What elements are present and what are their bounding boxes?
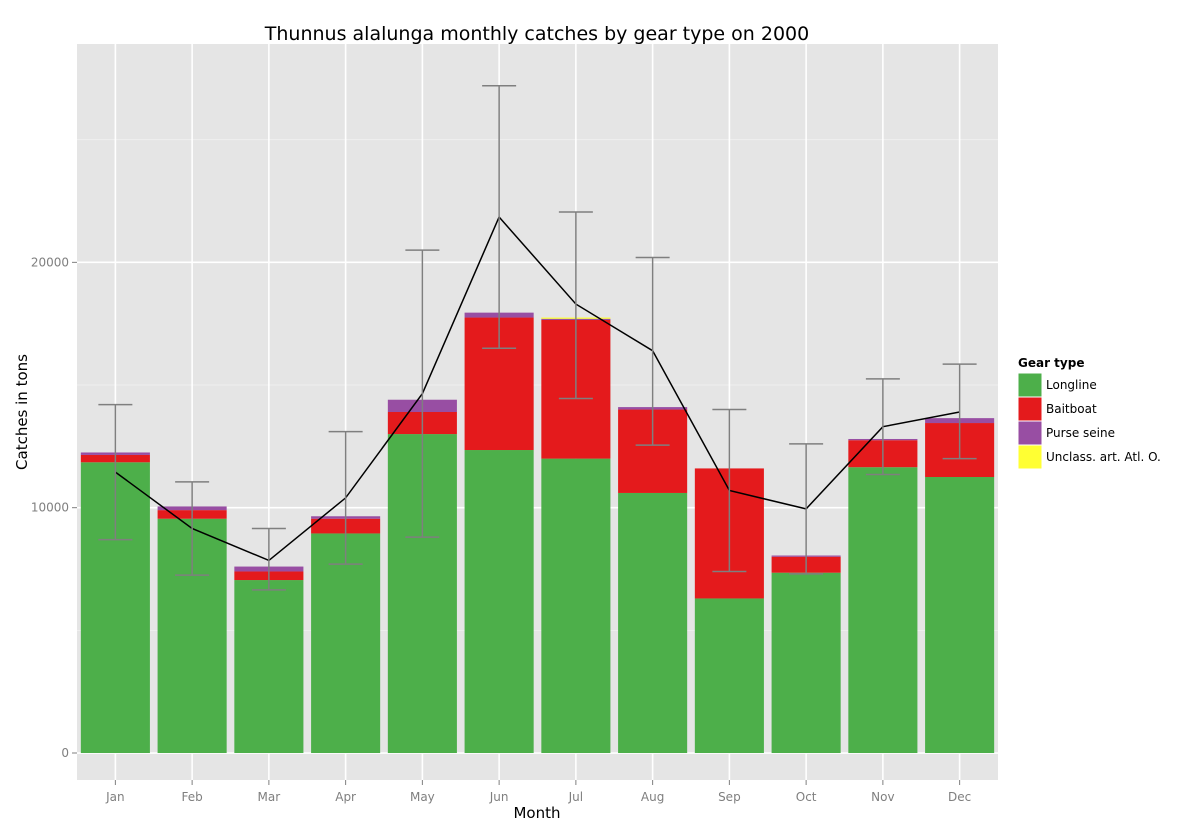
- error-bar-feb: [175, 481, 210, 576]
- bar-mar-longline: [234, 580, 304, 754]
- legend-label: Purse seine: [1046, 426, 1115, 440]
- bars: [80, 312, 995, 754]
- x-tick-label: Dec: [948, 790, 971, 804]
- bar-oct-longline: [771, 572, 841, 754]
- bar-jun-longline: [464, 450, 534, 754]
- x-tick-label: Feb: [182, 790, 203, 804]
- legend-label: Baitboat: [1046, 402, 1097, 416]
- error-bar-apr: [328, 430, 363, 565]
- x-tick-label: Sep: [718, 790, 741, 804]
- error-bar-aug: [635, 256, 670, 446]
- error-bar-may: [405, 249, 440, 538]
- legend-title: Gear type: [1018, 356, 1084, 370]
- x-tick-label: Nov: [871, 790, 894, 804]
- x-tick-label: Jul: [568, 790, 583, 804]
- legend-swatch: [1017, 396, 1043, 422]
- x-tick-label: Jan: [105, 790, 125, 804]
- error-bar-mar: [251, 527, 286, 591]
- x-tick-label: May: [410, 790, 435, 804]
- legend-swatch: [1017, 372, 1043, 398]
- bar-apr-longline: [311, 533, 381, 754]
- error-bar-jan: [98, 403, 133, 541]
- x-tick-label: Jun: [489, 790, 509, 804]
- error-bar-sep: [712, 408, 747, 573]
- y-tick-label: 0: [61, 746, 69, 760]
- y-tick-label: 10000: [31, 501, 69, 515]
- x-tick-label: Mar: [258, 790, 281, 804]
- trend-polyline: [114, 215, 960, 562]
- legend-label: Unclass. art. Atl. O.: [1046, 450, 1161, 464]
- error-bar-oct: [789, 443, 824, 575]
- error-bar-jun: [482, 84, 517, 349]
- error-bars: [98, 84, 977, 591]
- plot-panel: [77, 44, 998, 780]
- chart-title: Thunnus alalunga monthly catches by gear…: [264, 23, 809, 45]
- trend-line: [114, 215, 960, 562]
- x-tick-label: Oct: [796, 790, 817, 804]
- legend-label: Longline: [1046, 378, 1097, 392]
- x-axis: Jan Feb Mar Apr May Jun Jul Aug Sep Oct Nov Dec: [105, 780, 971, 804]
- x-tick-label: Aug: [641, 790, 664, 804]
- bar-jul-longline: [541, 458, 611, 754]
- bar-nov-longline: [848, 467, 918, 754]
- error-bar-jul: [558, 211, 593, 400]
- legend: Gear type Longline Baitboat Purse seine Unc…: [1017, 356, 1161, 470]
- y-axis-title: Catches in tons: [13, 354, 31, 470]
- y-axis: 0 10000 20000: [31, 255, 77, 760]
- bar-aug-longline: [618, 492, 688, 754]
- legend-swatch: [1017, 444, 1043, 470]
- y-tick-label: 20000: [31, 255, 69, 269]
- x-tick-label: Apr: [335, 790, 356, 804]
- legend-swatch: [1017, 420, 1043, 446]
- error-bar-nov: [865, 378, 900, 476]
- error-bar-dec: [942, 363, 977, 460]
- bar-sep-longline: [694, 598, 764, 754]
- x-axis-title: Month: [513, 804, 560, 822]
- bar-dec-longline: [925, 477, 995, 754]
